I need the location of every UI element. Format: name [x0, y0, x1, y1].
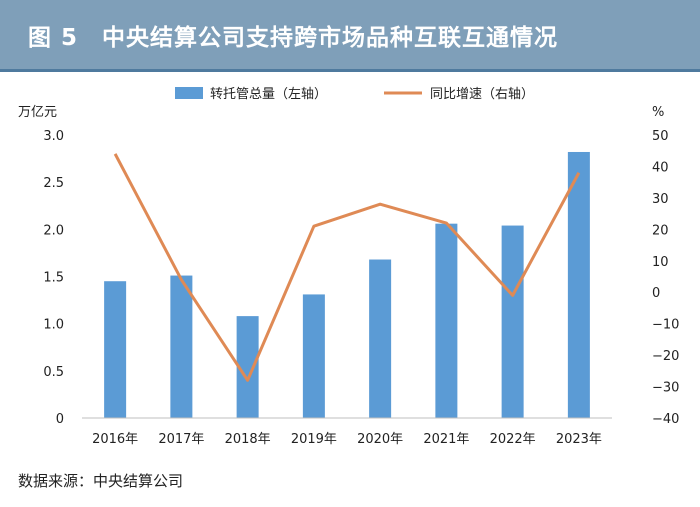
chart-area: 转托管总量（左轴） 同比增速（右轴） 万亿元 % 0 0.5 1.0 1.5 2.0 2.5… [12, 78, 688, 456]
left-tick-label: 2.0 [43, 223, 64, 238]
right-axis-label: % [652, 105, 664, 120]
growth-line [113, 153, 581, 382]
line-series [113, 153, 581, 382]
right-tick-label: 40 [652, 160, 669, 175]
right-tick-label: 50 [652, 129, 669, 144]
right-tick-label: −40 [652, 412, 679, 427]
legend-bar-label: 转托管总量（左轴） [210, 87, 327, 102]
left-tick-label: 0.5 [43, 365, 64, 380]
x-tick-label: 2021年 [423, 432, 469, 447]
x-tick-label: 2018年 [225, 432, 271, 447]
x-tick-label: 2020年 [357, 432, 403, 447]
right-tick-label: −20 [652, 349, 679, 364]
right-tick-label: 0 [652, 286, 660, 301]
bar [302, 294, 325, 418]
right-tick-label: 30 [652, 192, 669, 207]
x-tick-label: 2022年 [490, 432, 536, 447]
bar-series [104, 151, 590, 418]
bar [369, 259, 392, 418]
left-tick-label: 0 [56, 412, 64, 427]
bar [170, 275, 193, 418]
left-tick-label: 2.5 [43, 176, 64, 191]
right-tick-label: 20 [652, 223, 669, 238]
right-tick-label: 10 [652, 255, 669, 270]
bar [236, 316, 259, 418]
left-axis-label: 万亿元 [18, 105, 57, 120]
x-axis-ticks: 2016年 2017年 2018年 2019年 2020年 2021年 2022年 2023年 [92, 432, 602, 447]
data-source: 数据来源：中央结算公司 [18, 470, 183, 491]
bar [501, 225, 524, 418]
left-tick-label: 1.5 [43, 271, 64, 286]
data-source-value: 中央结算公司 [93, 472, 184, 490]
right-tick-label: −30 [652, 381, 679, 396]
x-tick-label: 2019年 [291, 432, 337, 447]
left-tick-label: 3.0 [43, 129, 64, 144]
legend-bar-swatch [175, 87, 203, 99]
right-axis-ticks: −40 −30 −20 −10 0 10 20 30 40 50 [652, 129, 679, 427]
x-tick-label: 2023年 [556, 432, 602, 447]
chart-legend: 转托管总量（左轴） 同比增速（右轴） [175, 87, 534, 102]
figure-title: 图 5 中央结算公司支持跨市场品种互联互通情况 [28, 25, 559, 51]
figure-header: 图 5 中央结算公司支持跨市场品种互联互通情况 [0, 0, 700, 72]
data-source-label: 数据来源： [18, 472, 94, 490]
combo-chart: 转托管总量（左轴） 同比增速（右轴） 万亿元 % 0 0.5 1.0 1.5 2.0 2.5… [18, 87, 679, 447]
left-tick-label: 1.0 [43, 318, 64, 333]
right-tick-label: −10 [652, 318, 679, 333]
left-axis-ticks: 0 0.5 1.0 1.5 2.0 2.5 3.0 [43, 129, 64, 427]
x-tick-label: 2016年 [92, 432, 138, 447]
bar [104, 281, 127, 418]
legend-line-label: 同比增速（右轴） [430, 87, 534, 102]
bar [435, 223, 458, 418]
bar [567, 151, 590, 418]
x-tick-label: 2017年 [158, 432, 204, 447]
